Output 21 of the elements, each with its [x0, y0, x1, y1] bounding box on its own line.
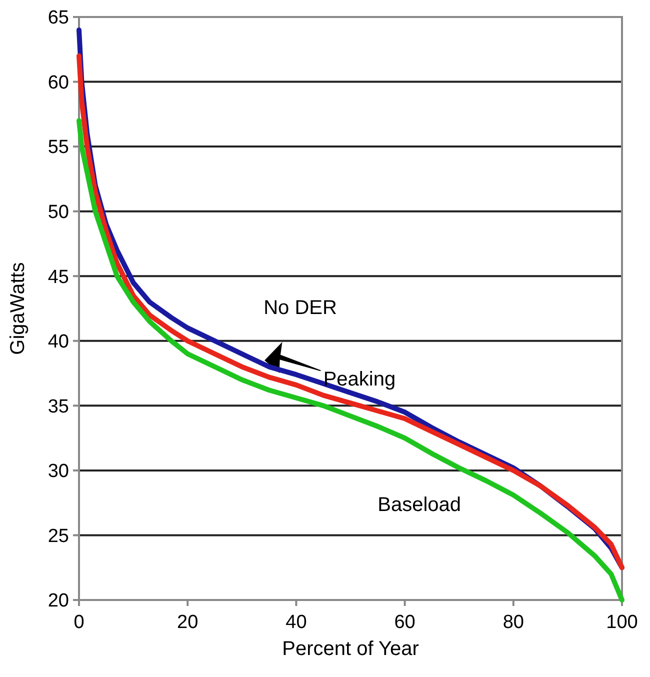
text: No DER: [264, 297, 337, 320]
y-tick-label: 40: [48, 332, 69, 353]
y-tick-label: 55: [48, 137, 69, 158]
y-tick-label: 25: [48, 526, 69, 547]
x-tick-label: 20: [177, 612, 198, 633]
y-tick-label: 20: [48, 590, 69, 612]
y-tick-label: 60: [48, 72, 69, 94]
y-tick-label: 65: [48, 8, 69, 29]
x-tick-label: 60: [394, 612, 416, 633]
x-axis-title: Percent of Year: [282, 638, 420, 660]
x-tick-label: 100: [606, 612, 638, 633]
x-tick-label: 80: [502, 612, 524, 633]
y-tick-label: 50: [48, 202, 69, 223]
y-axis-title: GigaWatts: [7, 262, 29, 355]
x-tick-label: 40: [286, 612, 307, 633]
x-tick-label: 0: [74, 612, 84, 633]
y-tick-label: 30: [48, 461, 69, 482]
y-tick-label: 45: [48, 266, 69, 288]
series-label: Baseload: [378, 494, 462, 516]
series-label: Peaking: [323, 368, 396, 390]
y-tick-label: 35: [48, 396, 69, 418]
